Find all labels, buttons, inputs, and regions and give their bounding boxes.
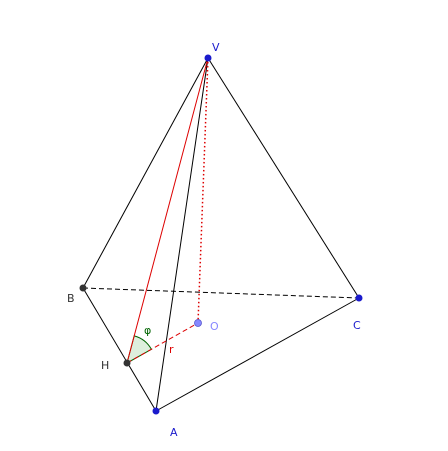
point-b [79, 284, 87, 292]
point-h [123, 359, 131, 367]
point-o [194, 319, 202, 327]
angle-label: φ [144, 324, 151, 337]
segment-vo [197, 57, 209, 324]
edge-bc [82, 287, 360, 299]
point-label: C [353, 319, 361, 332]
edge-ba [82, 287, 157, 412]
segment-label: r [169, 343, 174, 356]
point-v [204, 54, 212, 62]
point-label: A [170, 426, 178, 439]
point-label: O [210, 320, 219, 333]
point-c [355, 294, 363, 302]
point-label: B [67, 292, 75, 305]
point-label: H [101, 359, 109, 372]
segment-ho [126, 322, 199, 364]
edge-vb [82, 57, 209, 289]
edge-vc [207, 57, 360, 299]
point-label: V [212, 41, 220, 54]
segment-vh [126, 57, 209, 364]
point-a [152, 407, 160, 415]
edge-va [155, 57, 209, 412]
edge-ac [155, 297, 360, 412]
